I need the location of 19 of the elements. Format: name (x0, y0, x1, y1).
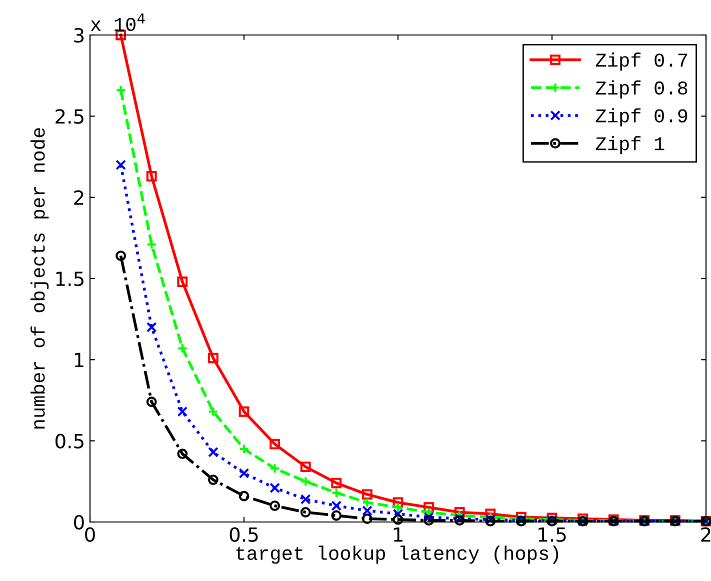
legend-label: Zipf 0.9 (596, 108, 688, 126)
y-tick-label: 3 (74, 28, 84, 43)
y-tick-label: 1.5 (56, 272, 84, 286)
y-tick-label: 2.5 (56, 109, 84, 124)
y-axis-title: number of objects per node (30, 128, 49, 429)
x-tick-label: 1 (394, 527, 402, 542)
y-tick-label: 0 (74, 514, 84, 530)
legend-label: Zipf 0.7 (596, 52, 687, 71)
legend-label: Zipf 1 (596, 136, 664, 154)
legend-label: Zipf 0.8 (596, 80, 688, 98)
y-tick-label: 2 (74, 190, 84, 205)
x-axis-title: target lookup latency (hops) (236, 546, 558, 564)
x-tick-label: 0.5 (230, 527, 258, 542)
x-tick-label: 0 (85, 527, 95, 542)
y-tick-label: 0.5 (56, 434, 84, 448)
text: x 10$^{4}$ (90, 13, 145, 32)
y-tick-label: 1 (74, 352, 84, 368)
x-tick-label: 1.5 (538, 527, 566, 542)
x-tick-label: 2 (701, 527, 710, 542)
